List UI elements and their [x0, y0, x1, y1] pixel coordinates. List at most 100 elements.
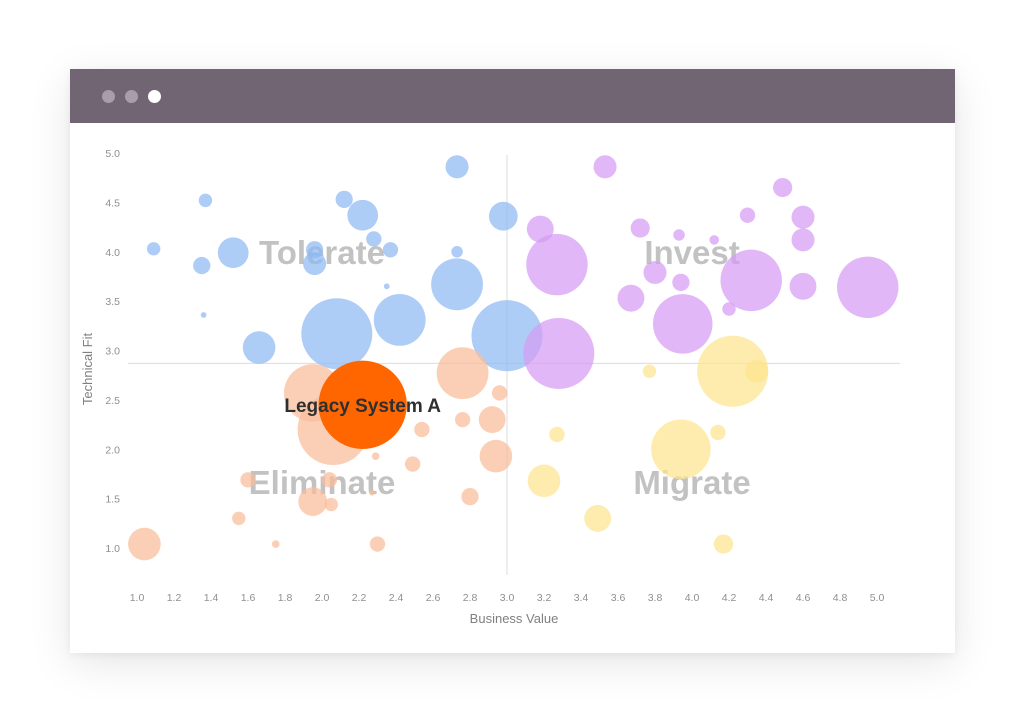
bubble-tolerate[interactable]: [383, 283, 390, 290]
x-tick-label: 3.2: [537, 592, 552, 604]
bubble-tolerate[interactable]: [198, 193, 213, 208]
x-tick-label: 1.4: [204, 592, 219, 604]
x-tick-label: 3.8: [648, 592, 663, 604]
y-tick-label: 2.5: [105, 395, 120, 407]
y-tick-label: 3.5: [105, 296, 120, 308]
x-tick-label: 3.4: [574, 592, 589, 604]
bubble-eliminate[interactable]: [478, 406, 506, 434]
x-tick-label: 4.4: [759, 592, 774, 604]
x-tick-label: 4.8: [833, 592, 848, 604]
bubble-invest[interactable]: [791, 205, 815, 229]
bubble-invest[interactable]: [526, 233, 588, 296]
y-tick-label: 2.0: [105, 444, 120, 456]
x-tick-label: 1.2: [167, 592, 182, 604]
y-tick-label: 4.0: [105, 247, 120, 259]
window-titlebar: [70, 69, 955, 123]
bubble-invest[interactable]: [593, 155, 617, 179]
bubble-migrate[interactable]: [745, 359, 769, 383]
bubble-migrate[interactable]: [651, 419, 711, 480]
bubbles: Legacy System A: [128, 155, 899, 561]
bubble-tolerate[interactable]: [451, 245, 463, 258]
bubble-migrate[interactable]: [697, 335, 769, 407]
bubble-migrate[interactable]: [713, 534, 734, 554]
x-tick-label: 4.6: [796, 592, 811, 604]
bubble-eliminate[interactable]: [240, 472, 256, 488]
x-tick-label: 3.0: [500, 592, 515, 604]
bubble-tolerate[interactable]: [431, 258, 483, 311]
bubble-eliminate[interactable]: [454, 411, 471, 428]
bubble-migrate[interactable]: [710, 424, 726, 441]
bubble-tolerate[interactable]: [303, 252, 327, 276]
bubble-invest[interactable]: [673, 229, 685, 241]
bubble-migrate[interactable]: [527, 464, 561, 498]
bubble-eliminate[interactable]: [232, 511, 246, 526]
bubble-eliminate[interactable]: [298, 487, 328, 516]
bubble-tolerate[interactable]: [382, 242, 399, 258]
browser-window: TolerateInvestEliminateMigrate Legacy Sy…: [70, 69, 955, 653]
bubble-eliminate[interactable]: [321, 472, 338, 488]
bubble-tolerate[interactable]: [335, 190, 353, 209]
highlight-bubble[interactable]: [318, 360, 407, 449]
bubble-eliminate[interactable]: [369, 536, 386, 552]
highlight-label: Legacy System A: [284, 396, 441, 417]
bubble-eliminate[interactable]: [461, 488, 479, 506]
x-tick-label: 2.4: [389, 592, 404, 604]
x-tick-label: 3.6: [611, 592, 626, 604]
bubble-eliminate[interactable]: [369, 489, 375, 496]
bubble-invest[interactable]: [720, 249, 782, 312]
bubble-migrate[interactable]: [549, 426, 565, 443]
bubble-invest[interactable]: [523, 317, 595, 389]
bubble-eliminate[interactable]: [404, 456, 421, 472]
close-dot[interactable]: [102, 90, 115, 103]
x-tick-label: 2.0: [315, 592, 330, 604]
bubble-eliminate[interactable]: [271, 540, 280, 548]
bubble-tolerate[interactable]: [347, 199, 379, 231]
bubble-invest[interactable]: [789, 272, 817, 300]
bubble-tolerate[interactable]: [242, 331, 276, 364]
bubble-tolerate[interactable]: [301, 298, 373, 370]
bubble-invest[interactable]: [837, 256, 899, 319]
y-axis-title: Technical Fit: [80, 332, 95, 405]
x-tick-label: 1.8: [278, 592, 293, 604]
bubble-invest[interactable]: [739, 207, 756, 223]
bubble-eliminate[interactable]: [371, 452, 380, 461]
bubble-tolerate[interactable]: [217, 237, 249, 269]
y-tick-label: 3.0: [105, 346, 120, 358]
x-tick-label: 1.0: [130, 592, 145, 604]
bubble-invest[interactable]: [722, 302, 736, 316]
bubble-tolerate[interactable]: [146, 242, 161, 256]
bubble-tolerate[interactable]: [488, 201, 518, 231]
bubble-migrate[interactable]: [584, 504, 612, 532]
bubble-eliminate[interactable]: [324, 497, 338, 512]
bubble-invest[interactable]: [617, 284, 645, 312]
minimize-dot[interactable]: [125, 90, 138, 103]
bubble-eliminate[interactable]: [414, 421, 430, 438]
x-tick-label: 4.2: [722, 592, 737, 604]
bubble-tolerate[interactable]: [373, 293, 426, 346]
bubble-tolerate[interactable]: [193, 256, 211, 275]
bubble-invest[interactable]: [630, 218, 650, 238]
maximize-dot[interactable]: [148, 90, 161, 103]
bubble-tolerate[interactable]: [366, 231, 382, 247]
bubble-tolerate[interactable]: [200, 312, 207, 318]
bubble-invest[interactable]: [672, 273, 690, 292]
y-tick-label: 4.5: [105, 197, 120, 209]
y-tick-label: 1.0: [105, 543, 120, 555]
bubble-invest[interactable]: [791, 228, 815, 252]
bubble-invest[interactable]: [652, 294, 713, 354]
bubble-invest[interactable]: [709, 235, 719, 245]
bubble-invest[interactable]: [773, 177, 793, 198]
bubble-chart: TolerateInvestEliminateMigrate Legacy Sy…: [80, 148, 900, 626]
x-tick-label: 4.0: [685, 592, 700, 604]
bubble-invest[interactable]: [643, 260, 667, 285]
bubble-tolerate[interactable]: [445, 155, 469, 179]
x-tick-label: 2.6: [426, 592, 441, 604]
y-tick-label: 1.5: [105, 494, 120, 506]
y-tick-label: 5.0: [105, 148, 120, 160]
bubble-migrate[interactable]: [642, 364, 657, 378]
bubble-eliminate[interactable]: [479, 439, 513, 473]
x-tick-label: 2.2: [352, 592, 367, 604]
bubble-eliminate[interactable]: [436, 347, 489, 400]
bubble-eliminate[interactable]: [128, 527, 161, 561]
bubble-eliminate[interactable]: [491, 385, 508, 401]
